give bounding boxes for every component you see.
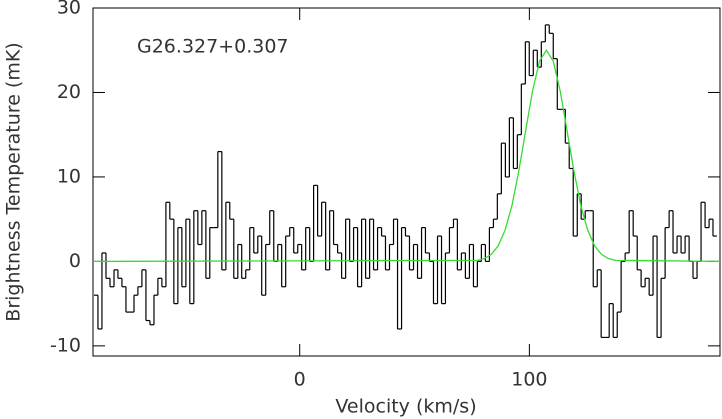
plot-frame (92, 7, 721, 357)
y-tick-label: 0 (69, 250, 81, 272)
annotation: G26.327+0.307 (137, 36, 289, 58)
y-tick-label: -10 (50, 334, 81, 356)
y-tick-label: 20 (57, 81, 81, 103)
y-tick-label: 10 (57, 165, 81, 187)
y-tick-label: 30 (57, 0, 81, 19)
x-tick-label: 0 (294, 369, 306, 391)
x-axis-label: Velocity (km/s) (335, 396, 476, 418)
x-tick-label: 100 (511, 369, 547, 391)
gaussian-fit (92, 49, 721, 263)
y-axis-label: Brightness Temperature (mK) (3, 42, 25, 321)
